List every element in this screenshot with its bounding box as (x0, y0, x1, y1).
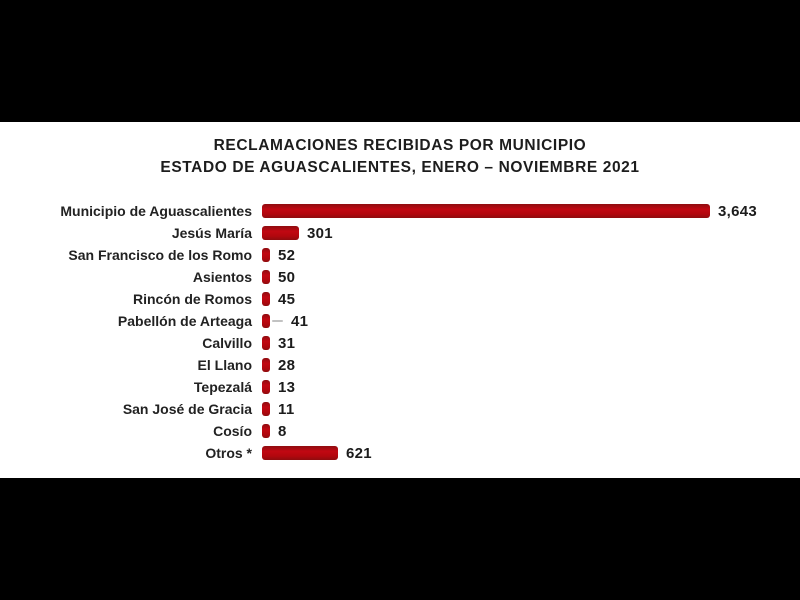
bar (262, 358, 270, 372)
bar (262, 446, 338, 460)
chart-row: Tepezalá 13 (0, 376, 800, 398)
chart-canvas: RECLAMACIONES RECIBIDAS POR MUNICIPIO ES… (0, 122, 800, 478)
bar (262, 380, 270, 394)
value-label: 28 (278, 356, 296, 374)
category-label: El Llano (197, 357, 252, 373)
letterbox-bottom (0, 478, 800, 600)
category-label: Tepezalá (193, 379, 252, 395)
value-label: 41 (291, 312, 309, 330)
value-label: 31 (278, 334, 296, 352)
bar (262, 402, 270, 416)
chart-row: Pabellón de Arteaga 41 (0, 310, 800, 332)
chart-row: Asientos 50 (0, 266, 800, 288)
bar (262, 314, 270, 328)
chart-row: Otros * 621 (0, 442, 800, 464)
chart-title-line2: ESTADO DE AGUASCALIENTES, ENERO – NOVIEM… (160, 159, 640, 176)
category-label: Jesús María (171, 225, 252, 241)
letterbox-top (0, 0, 800, 122)
chart-row: El Llano 28 (0, 354, 800, 376)
value-label: 301 (307, 224, 333, 242)
bar (262, 204, 710, 218)
category-label: Municipio de Aguascalientes (60, 203, 252, 219)
chart-row: San José de Gracia 11 (0, 398, 800, 420)
category-label: Rincón de Romos (132, 291, 252, 307)
chart-title-line1: RECLAMACIONES RECIBIDAS POR MUNICIPIO (213, 137, 587, 154)
value-label: 13 (278, 378, 296, 396)
category-label: San José de Gracia (122, 401, 252, 417)
category-label: Cosío (213, 423, 252, 439)
value-label: 8 (278, 422, 287, 440)
bar-chart: Municipio de Aguascalientes 3,643 Jesús Ma… (0, 200, 800, 464)
bar (262, 270, 270, 284)
chart-row: Jesús María 301 (0, 222, 800, 244)
value-label: 621 (346, 444, 372, 462)
stray-dash-artifact (272, 319, 283, 323)
value-label: 50 (278, 268, 296, 286)
bar (262, 336, 270, 350)
value-label: 45 (278, 290, 296, 308)
chart-row: Cosío 8 (0, 420, 800, 442)
bar (262, 226, 299, 240)
bar (262, 292, 270, 306)
chart-row: Municipio de Aguascalientes 3,643 (0, 200, 800, 222)
category-label: Calvillo (202, 335, 252, 351)
bar (262, 248, 270, 262)
chart-row: San Francisco de los Romo 52 (0, 244, 800, 266)
value-label: 11 (278, 400, 295, 418)
category-label: Asientos (192, 269, 252, 285)
bar (262, 424, 270, 438)
category-label: Pabellón de Arteaga (117, 313, 252, 329)
chart-row: Rincón de Romos 45 (0, 288, 800, 310)
category-label: Otros * (205, 445, 252, 461)
chart-row: Calvillo 31 (0, 332, 800, 354)
category-label: San Francisco de los Romo (68, 247, 252, 263)
value-label: 52 (278, 246, 296, 264)
chart-title: RECLAMACIONES RECIBIDAS POR MUNICIPIO ES… (0, 122, 800, 179)
value-label: 3,643 (718, 202, 758, 220)
